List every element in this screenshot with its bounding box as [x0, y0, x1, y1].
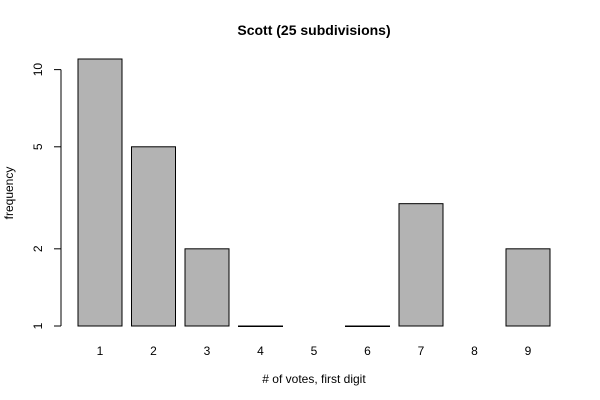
y-tick-label-2: 2 [31, 245, 45, 252]
y-axis: 1 2 5 10 [31, 63, 62, 329]
y-tick-label-5: 5 [31, 143, 45, 150]
bar-9 [505, 248, 551, 327]
chart-title: Scott (25 subdivisions) [237, 22, 390, 38]
x-tick-label-4: 4 [257, 344, 264, 358]
x-tick-label-1: 1 [97, 344, 104, 358]
bar-6 [345, 325, 390, 327]
x-axis-ticks: 1 2 3 4 5 6 7 8 9 [97, 344, 532, 358]
bar-1 [77, 58, 123, 327]
bars-group [77, 58, 551, 327]
bar-2 [131, 146, 176, 327]
y-tick-label-1: 1 [31, 322, 45, 329]
x-tick-label-3: 3 [204, 344, 211, 358]
x-axis-label: # of votes, first digit [262, 372, 366, 386]
bar-4 [238, 325, 283, 327]
y-axis-label: frequency [2, 167, 16, 220]
x-tick-label-9: 9 [525, 344, 532, 358]
y-tick-label-10: 10 [31, 63, 45, 77]
bar-7 [398, 203, 444, 327]
bar-3 [184, 248, 230, 327]
x-tick-label-6: 6 [364, 344, 371, 358]
x-tick-label-5: 5 [311, 344, 318, 358]
x-tick-label-8: 8 [471, 344, 478, 358]
x-tick-label-7: 7 [418, 344, 425, 358]
x-tick-label-2: 2 [150, 344, 157, 358]
